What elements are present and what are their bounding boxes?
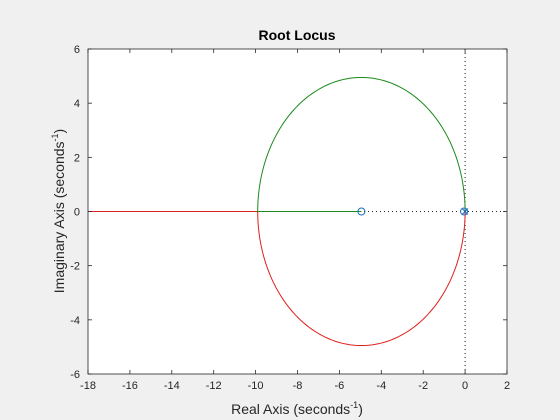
y-tick-label: -4	[70, 315, 80, 327]
x-tick-label: -8	[293, 380, 303, 392]
x-tick-label: -4	[376, 380, 386, 392]
x-tick-label: -14	[164, 380, 180, 392]
x-tick-label: -18	[80, 380, 96, 392]
zero-marker-0	[357, 207, 366, 216]
chart-title: Root Locus	[259, 27, 336, 43]
x-tick-label: -2	[418, 380, 428, 392]
x-tick-label: 2	[504, 380, 510, 392]
axis-ticks: -18 -16 -14 -12 -10 -8 -6 -4 -2 0 2 -6 -4 -2 0 2 4 6	[70, 44, 510, 392]
x-tick-label: -10	[248, 380, 264, 392]
y-tick-label: 4	[74, 98, 80, 110]
y-tick-label: -6	[70, 369, 80, 381]
locus-branch-0-segment-1	[257, 211, 466, 347]
zero-marker-1	[460, 207, 469, 216]
pole-marker-0	[461, 208, 469, 215]
x-tick-label: 0	[462, 380, 468, 392]
y-tick-label: 6	[74, 44, 80, 56]
x-tick-label: -16	[122, 380, 138, 392]
y-axis-label: Imaginary Axis (seconds-1)	[50, 129, 67, 293]
locus-series	[88, 76, 466, 347]
pole-stroke	[461, 208, 469, 215]
locus-branch-1-segment-1	[257, 76, 466, 212]
pole-zero-markers	[357, 207, 469, 216]
x-tick-label: -12	[206, 380, 222, 392]
y-tick-label: 0	[74, 207, 80, 219]
x-axis-label: Real Axis (seconds-1)	[231, 400, 363, 417]
y-tick-label: 2	[74, 152, 80, 164]
x-tick-label: -6	[335, 380, 345, 392]
y-tick-label: -2	[70, 261, 80, 273]
